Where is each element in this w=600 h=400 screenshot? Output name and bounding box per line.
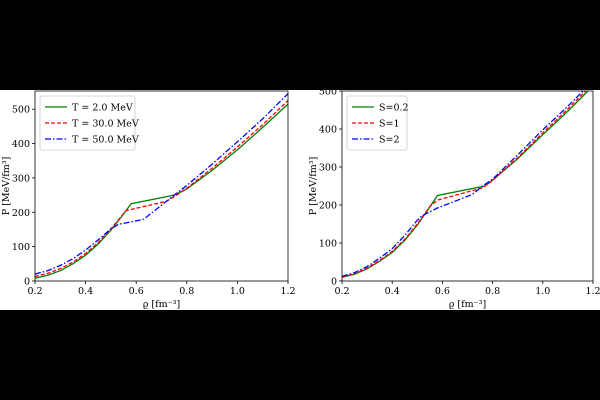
x-tick-label: 0.4: [385, 286, 400, 297]
axes-frame: [34, 90, 289, 282]
axes-frame: [341, 90, 594, 282]
x-tick-label: 0.6: [129, 286, 144, 297]
x-tick-label: 0.2: [27, 286, 42, 297]
x-tick-label: 1.2: [280, 286, 295, 297]
x-tick-label: 0.6: [435, 286, 450, 297]
x-axis-label: ϱ [fm⁻³]: [449, 299, 486, 310]
legend-label-2: T = 30.0 MeV: [72, 119, 139, 130]
x-tick-label: 0.4: [78, 286, 93, 297]
series-line-3: [35, 93, 288, 275]
y-axis-label: P [MeV/fm³]: [308, 157, 319, 216]
y-tick-label: 300: [12, 173, 30, 184]
legend-label-1: S=0.2: [379, 103, 409, 114]
y-tick-label: 200: [319, 201, 337, 212]
legend-label-3: T = 50.0 MeV: [72, 135, 139, 146]
x-tick-label: 0.8: [485, 286, 500, 297]
x-axis-label: ϱ [fm⁻³]: [143, 299, 180, 310]
series-line-3: [342, 91, 584, 278]
y-tick-label: 200: [12, 208, 30, 219]
y-tick-label: 300: [319, 163, 337, 174]
x-tick-label: 0.8: [179, 286, 194, 297]
legend: S=0.2 S=1 S=2: [346, 95, 409, 151]
x-tick-label: 1.2: [585, 286, 600, 297]
series-line-2: [35, 100, 288, 278]
legend-frame: [346, 95, 408, 151]
chart-2: 0.2 0.4 0.6 0.8 1.0 1.2 0 100 200 300 400 500 ϱ [fm⁻…: [308, 87, 600, 311]
y-tick-label: 500: [12, 105, 30, 116]
y-tick-label: 400: [12, 139, 30, 150]
y-tick-label: 500: [319, 87, 337, 98]
y-tick-label: 100: [12, 242, 30, 253]
x-tick-label: 0.2: [334, 286, 349, 297]
y-tick-label: 0: [24, 277, 30, 288]
legend-frame: [39, 95, 136, 151]
chart-1: 0.2 0.4 0.6 0.8 1.0 1.2 0 100 200 300 400 500 ϱ [fm⁻…: [1, 90, 296, 310]
x-tick-label: 1.0: [230, 286, 245, 297]
legend: T = 2.0 MeV T = 30.0 MeV T = 50.0 MeV: [39, 95, 139, 151]
series-line-2: [342, 91, 586, 278]
y-axis-label: P [MeV/fm³]: [1, 157, 12, 216]
y-tick-label: 100: [319, 239, 337, 250]
legend-label-3: S=2: [379, 135, 400, 146]
y-tick-label: 0: [331, 277, 337, 288]
y-tick-label: 400: [319, 125, 337, 136]
legend-label-2: S=1: [379, 119, 400, 130]
legend-label-1: T = 2.0 MeV: [72, 103, 133, 114]
x-tick-label: 1.0: [535, 286, 550, 297]
